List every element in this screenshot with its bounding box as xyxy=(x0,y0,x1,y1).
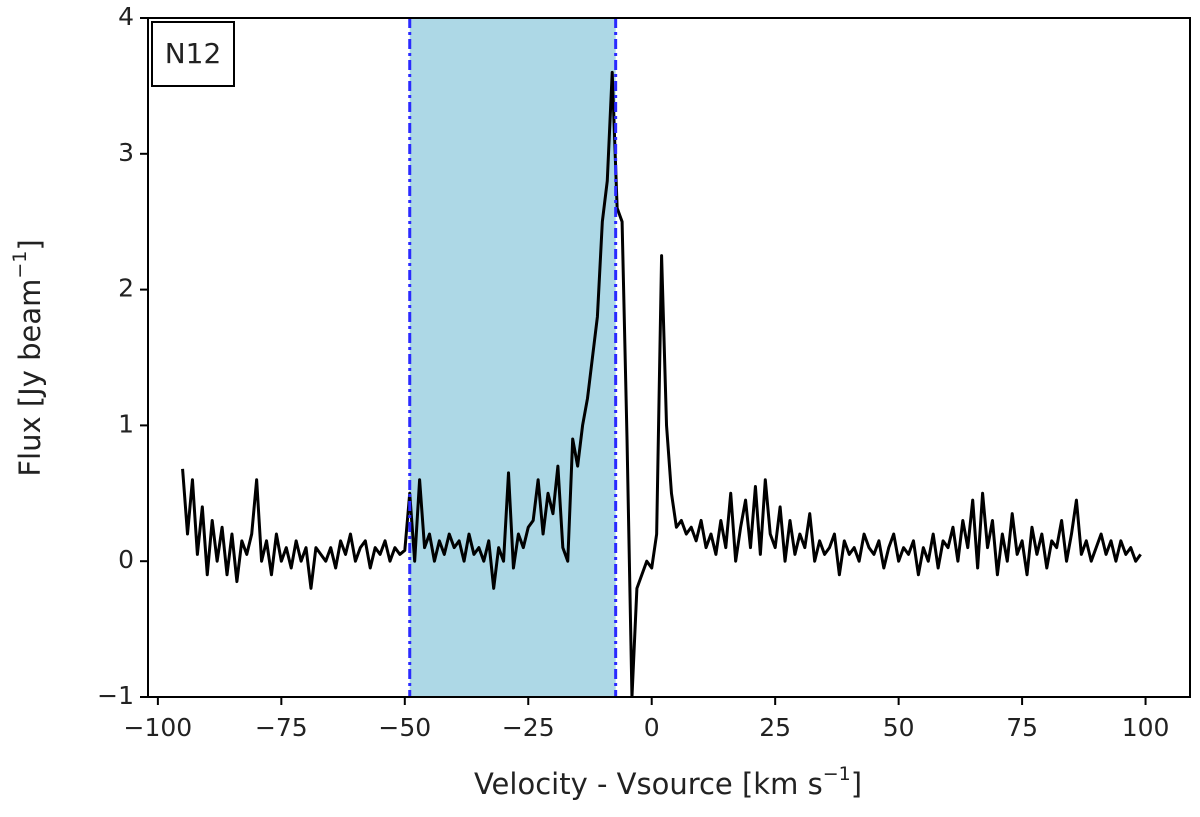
annotation-box xyxy=(151,21,235,87)
x-tick-label: 100 xyxy=(1122,713,1170,742)
x-tick-label: −25 xyxy=(502,713,555,742)
plot-area xyxy=(181,18,1142,697)
y-tick-label: −1 xyxy=(97,681,134,710)
x-tick-label: 75 xyxy=(1006,713,1038,742)
x-label-text: Velocity - Vsource [km s xyxy=(474,767,823,801)
y-tick-label: 1 xyxy=(118,409,134,438)
shaded-span xyxy=(409,18,616,697)
y-label-close: ] xyxy=(13,239,47,250)
y-tick-label: 4 xyxy=(118,2,134,31)
x-tick-label: 25 xyxy=(759,713,791,742)
x-tick-label: −100 xyxy=(124,713,193,742)
spectrum-line xyxy=(181,70,1142,697)
y-tick-label: 2 xyxy=(118,274,134,303)
y-axis-label: Flux [Jy beam−1] xyxy=(9,239,48,476)
x-axis-label: Velocity - Vsource [km s−1] xyxy=(474,763,862,802)
x-tick-label: 50 xyxy=(883,713,915,742)
y-tick-label: 0 xyxy=(118,545,134,574)
y-label-text: Flux [Jy beam xyxy=(13,279,47,477)
x-label-close: ] xyxy=(851,767,862,801)
x-tick-label: −50 xyxy=(378,713,431,742)
annotation: N12 xyxy=(165,37,222,70)
x-tick-label: −75 xyxy=(255,713,308,742)
x-tick-label: 0 xyxy=(644,713,660,742)
x-label-sup: −1 xyxy=(823,763,851,785)
y-tick-label: 3 xyxy=(118,138,134,167)
axes-frame xyxy=(147,17,1191,698)
y-label-sup: −1 xyxy=(9,251,31,279)
